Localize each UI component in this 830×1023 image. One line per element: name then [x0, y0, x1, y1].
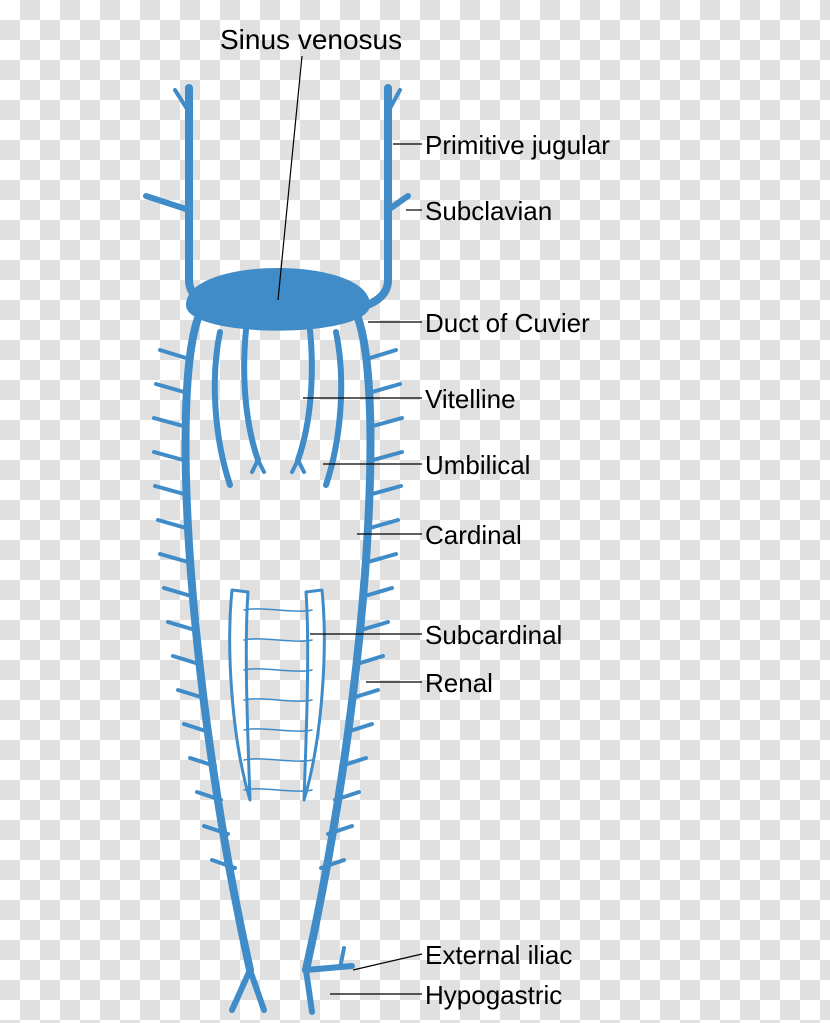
- label-external-iliac: External iliac: [425, 940, 572, 971]
- subcardinal-vein-right: [304, 590, 324, 800]
- cross-connection-6: [244, 789, 312, 791]
- cross-connection-1: [244, 639, 312, 641]
- segmental-branch-left-5: [158, 520, 186, 528]
- segmental-branch-right-4: [372, 486, 401, 494]
- venous-diagram: [0, 0, 830, 1023]
- segmental-branch-right-1: [372, 384, 400, 392]
- segmental-branch-left-2: [154, 418, 183, 426]
- vitelline-vein-left: [244, 330, 258, 460]
- segmental-branch-right-0: [370, 350, 396, 358]
- cross-connection-4: [244, 729, 312, 731]
- vein-shapes: [146, 88, 408, 1012]
- label-umbilical: Umbilical: [425, 450, 530, 481]
- external-iliac-right: [306, 966, 352, 970]
- subcardinal-vein-left: [230, 590, 250, 800]
- umbilical-vein-left: [215, 332, 230, 485]
- label-renal: Renal: [425, 668, 493, 699]
- cross-connection-5: [244, 759, 312, 761]
- cross-connection-2: [244, 669, 312, 671]
- primitive-jugular-left: [189, 88, 219, 308]
- external-iliac-left: [232, 970, 250, 1010]
- label-subclavian: Subclavian: [425, 196, 552, 227]
- segmental-branch-left-6: [160, 554, 188, 562]
- label-primitive-jugular: Primitive jugular: [425, 130, 610, 161]
- primitive-jugular-right: [358, 88, 388, 308]
- label-cardinal: Cardinal: [425, 520, 522, 551]
- leader-lines: [278, 56, 422, 994]
- segmental-branch-left-0: [160, 350, 186, 358]
- title-leader-line: [278, 56, 302, 300]
- label-hypogastric: Hypogastric: [425, 980, 562, 1011]
- segmental-branch-left-8: [168, 622, 195, 630]
- segmental-branch-right-8: [361, 622, 388, 630]
- hypogastric-left: [250, 970, 264, 1010]
- label-subcardinal: Subcardinal: [425, 620, 562, 651]
- segmental-branch-right-5: [370, 520, 398, 528]
- leader-line-8: [353, 954, 422, 970]
- segmental-branch-left-1: [156, 384, 184, 392]
- label-duct-of-cuvier: Duct of Cuvier: [425, 308, 590, 339]
- segmental-branch-right-3: [373, 452, 402, 460]
- segmental-branch-right-6: [368, 554, 396, 562]
- segmental-branch-left-3: [154, 452, 183, 460]
- segmental-branch-right-2: [373, 418, 402, 426]
- hypogastric-right: [306, 970, 312, 1012]
- title-sinus-venosus: Sinus venosus: [220, 24, 402, 56]
- segmental-branch-left-4: [155, 486, 184, 494]
- segmental-branch-right-7: [365, 588, 392, 596]
- vitelline-vein-right: [298, 330, 312, 460]
- segmental-branch-left-7: [164, 588, 191, 596]
- cross-connection-0: [244, 609, 312, 611]
- subclavian-vein-left: [146, 196, 189, 210]
- cross-connection-3: [244, 699, 312, 701]
- label-vitelline: Vitelline: [425, 384, 516, 415]
- umbilical-vein-right: [326, 332, 341, 485]
